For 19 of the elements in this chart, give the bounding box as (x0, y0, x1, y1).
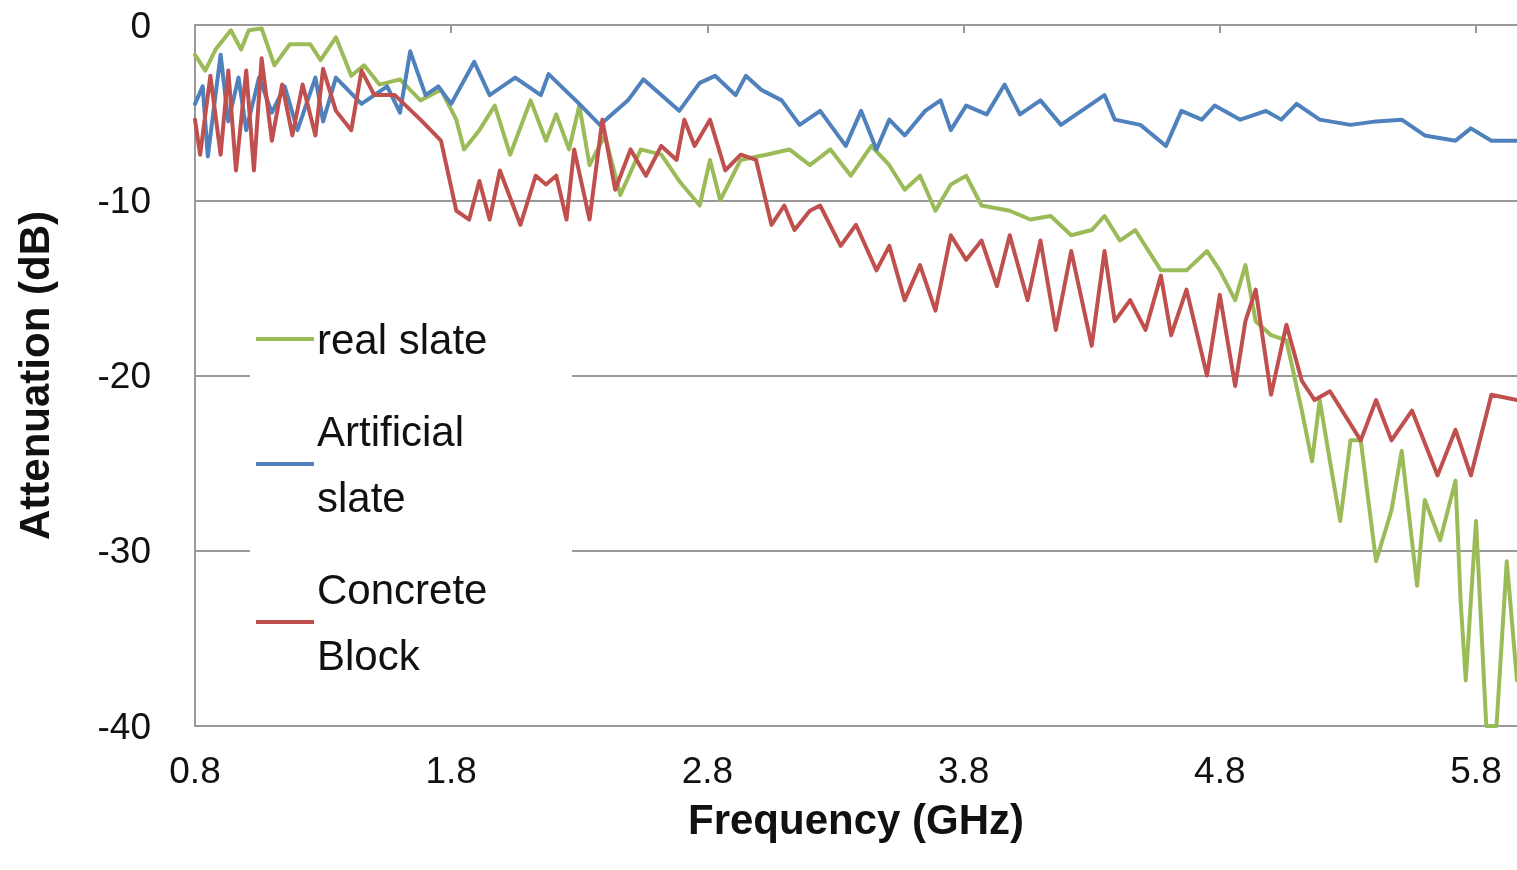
line-series (193, 26, 1517, 728)
legend-label: Artificial slate (317, 407, 476, 521)
line-series (193, 56, 1517, 478)
x-tick-label: 5.8 (1450, 750, 1502, 791)
legend-label: Concrete Block (317, 565, 500, 679)
y-tick-label: -30 (97, 530, 151, 572)
x-axis-title: Frequency (GHz) (687, 795, 1025, 843)
y-axis-title: Attenuation (dB) (10, 211, 58, 540)
line-series (193, 49, 1517, 159)
x-tick-label: 3.8 (937, 750, 990, 791)
y-tick-label: 0 (130, 4, 151, 46)
x-tick-label: 4.8 (1194, 750, 1246, 791)
x-tick-label: 1.8 (425, 750, 477, 791)
x-tick-label: 0.8 (169, 750, 221, 791)
y-tick-label: -20 (97, 355, 151, 396)
x-tick-label: 2.8 (681, 750, 734, 791)
legend-label: real slate (317, 315, 488, 363)
y-tick-label: -40 (97, 705, 151, 747)
y-tick-label: -10 (97, 179, 151, 221)
